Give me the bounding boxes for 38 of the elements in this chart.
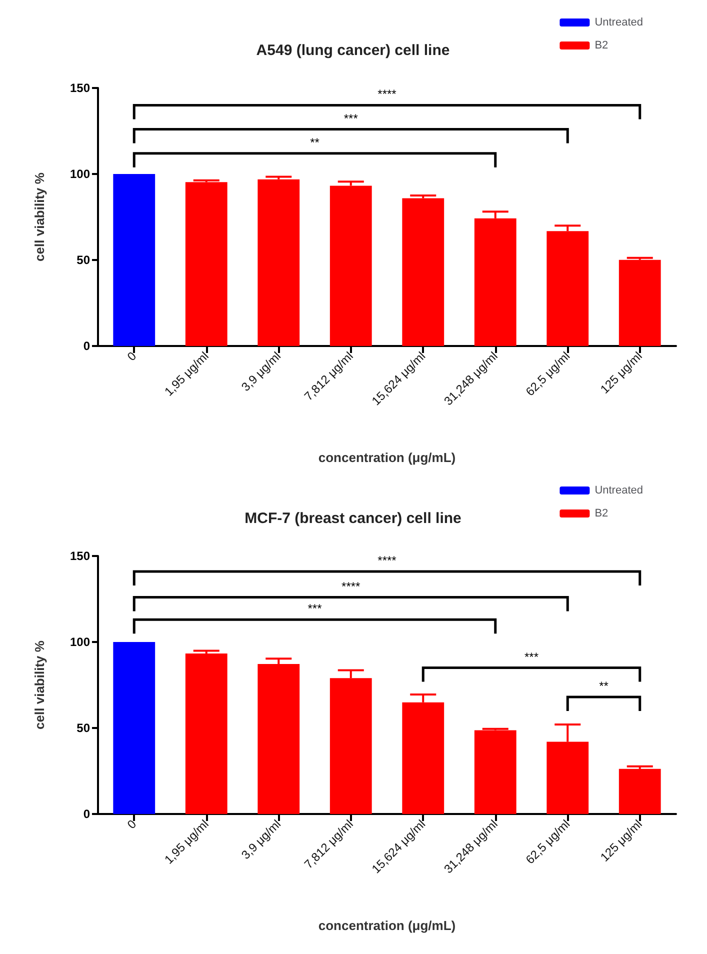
- x-axis-title: concentration (μg/mL): [318, 450, 456, 465]
- y-tick-label: 150: [70, 81, 90, 95]
- bar: [618, 768, 661, 814]
- bar: [402, 198, 444, 346]
- x-axis-title: concentration (μg/mL): [318, 918, 456, 933]
- y-tick-label: 0: [83, 339, 90, 353]
- y-tick-label: 50: [76, 253, 90, 267]
- chart-title: MCF-7 (breast cancer) cell line: [244, 510, 462, 527]
- annotation: **: [599, 679, 609, 694]
- annotation: ***: [344, 111, 358, 126]
- y-axis-title: cell viability %: [32, 172, 47, 262]
- bar: [185, 182, 228, 346]
- bar: [618, 260, 661, 346]
- y-tick-label: 50: [76, 721, 90, 735]
- bar: [185, 654, 228, 814]
- bar: [474, 730, 516, 814]
- y-tick-label: 100: [70, 167, 90, 181]
- y-tick-label: 150: [70, 549, 90, 563]
- bar: [330, 186, 372, 346]
- annotation: ****: [378, 87, 397, 102]
- annotation: ***: [524, 650, 539, 664]
- x-tick-label: 0: [124, 816, 140, 832]
- y-axis-title: cell viability %: [32, 640, 47, 730]
- y-tick-label: 0: [83, 807, 90, 821]
- annotation: **: [310, 135, 320, 150]
- bar: [113, 642, 156, 814]
- legend-label: Untreated: [594, 484, 644, 496]
- x-tick-label: 0: [124, 348, 140, 364]
- annotation: ***: [308, 602, 322, 616]
- legend-label: B2: [594, 40, 608, 52]
- annotation: ****: [342, 579, 361, 594]
- bar: [113, 174, 156, 346]
- legend-label: B2: [594, 508, 608, 520]
- bar: [258, 179, 300, 346]
- chart-title: A549 (lung cancer) cell line: [256, 42, 450, 59]
- annotation: ****: [378, 553, 397, 568]
- y-tick-label: 100: [70, 635, 90, 649]
- legend-label: Untreated: [594, 16, 644, 28]
